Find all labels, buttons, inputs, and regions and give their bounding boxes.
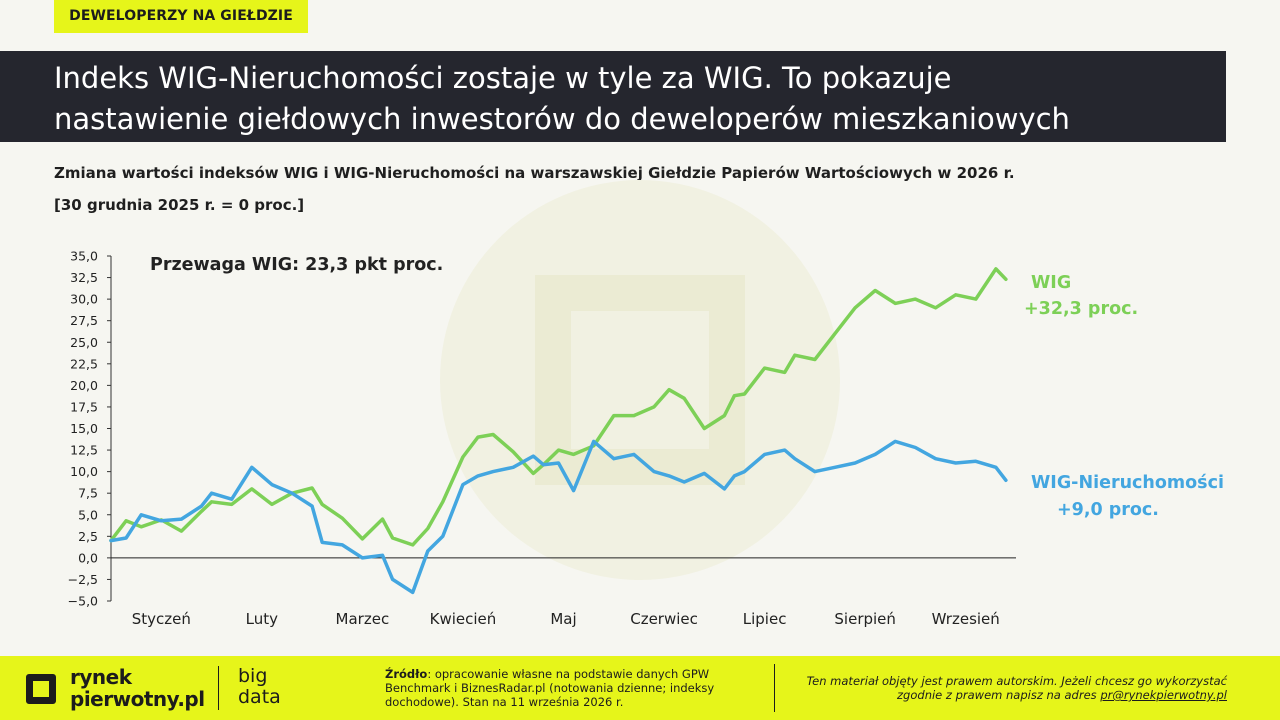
y-tick-label: −2,5 (68, 572, 98, 587)
y-tick-label: 7,5 (78, 486, 98, 501)
rynekpierwotny-logo-icon (26, 674, 56, 704)
y-tick-label: 0,0 (78, 550, 98, 565)
series-end-value: +32,3 proc. (1024, 299, 1138, 319)
copyright-text: Ten materiał objęty jest prawem autorski… (806, 674, 1227, 702)
brand-logo-line-2: pierwotny.pl (70, 687, 205, 711)
chart-subtitle: Zmiana wartości indeksów WIG i WIG-Nieru… (54, 164, 1015, 182)
x-tick-label: Luty (246, 610, 278, 628)
y-tick-label: 32,5 (70, 270, 98, 285)
x-tick-label: Styczeń (132, 610, 191, 628)
section-tag: DEWELOPERZY NA GIEŁDZIE (54, 0, 308, 33)
brand-logo-line-1: rynek (70, 665, 132, 689)
big-data-line-2: data (238, 686, 281, 708)
big-data-logo: big data (238, 666, 281, 708)
y-tick-label: 5,0 (78, 507, 98, 522)
title-line-2: nastawienie giełdowych inwestorów do dew… (54, 102, 1070, 136)
footer-divider (774, 664, 775, 712)
y-tick-label: 20,0 (70, 378, 98, 393)
y-tick-label: 27,5 (70, 313, 98, 328)
y-tick-label: 22,5 (70, 356, 98, 371)
y-tick-label: 25,0 (70, 335, 98, 350)
contact-email-link[interactable]: pr@rynekpierwotny.pl (1100, 688, 1227, 702)
y-tick-label: 17,5 (70, 399, 98, 414)
copyright-note: Ten materiał objęty jest prawem autorski… (780, 674, 1227, 702)
y-tick-label: 30,0 (70, 292, 98, 307)
chart-annotation: Przewaga WIG: 23,3 pkt proc. (150, 255, 443, 275)
page-title: Indeks WIG-Nieruchomości zostaje w tyle … (54, 58, 1214, 140)
title-band (0, 51, 1226, 142)
source-text: : opracowanie własne na podstawie danych… (385, 667, 715, 709)
source-note: Źródło: opracowanie własne na podstawie … (385, 667, 755, 709)
logo-divider (218, 666, 219, 710)
x-tick-label: Wrzesień (932, 610, 1000, 628)
brand-logo[interactable]: rynek pierwotny.pl (70, 666, 205, 710)
series-end-value: +9,0 proc. (1057, 500, 1159, 520)
big-data-line-1: big (238, 665, 268, 687)
x-tick-label: Maj (550, 610, 576, 628)
series-line (109, 439, 1008, 595)
chart-subtitle-baseline: [30 grudnia 2025 r. = 0 proc.] (54, 196, 305, 214)
series-label: WIG-Nieruchomości (1031, 473, 1224, 493)
y-tick-label: −5,0 (68, 594, 98, 609)
series-label: WIG (1031, 273, 1071, 293)
x-tick-label: Sierpień (834, 610, 896, 628)
title-line-1: Indeks WIG-Nieruchomości zostaje w tyle … (54, 61, 952, 95)
y-tick-label: 15,0 (70, 421, 98, 436)
source-label: Źródło (385, 667, 428, 681)
x-tick-label: Kwiecień (430, 610, 497, 628)
y-tick-label: 35,0 (70, 249, 98, 264)
y-tick-label: 10,0 (70, 464, 98, 479)
y-tick-label: 2,5 (78, 529, 98, 544)
x-tick-label: Czerwiec (630, 610, 698, 628)
x-tick-label: Marzec (336, 610, 390, 628)
series-line (109, 267, 1008, 547)
x-tick-label: Lipiec (743, 610, 787, 628)
footer: rynek pierwotny.pl big data Źródło: opra… (0, 656, 1280, 720)
y-tick-label: 12,5 (70, 443, 98, 458)
